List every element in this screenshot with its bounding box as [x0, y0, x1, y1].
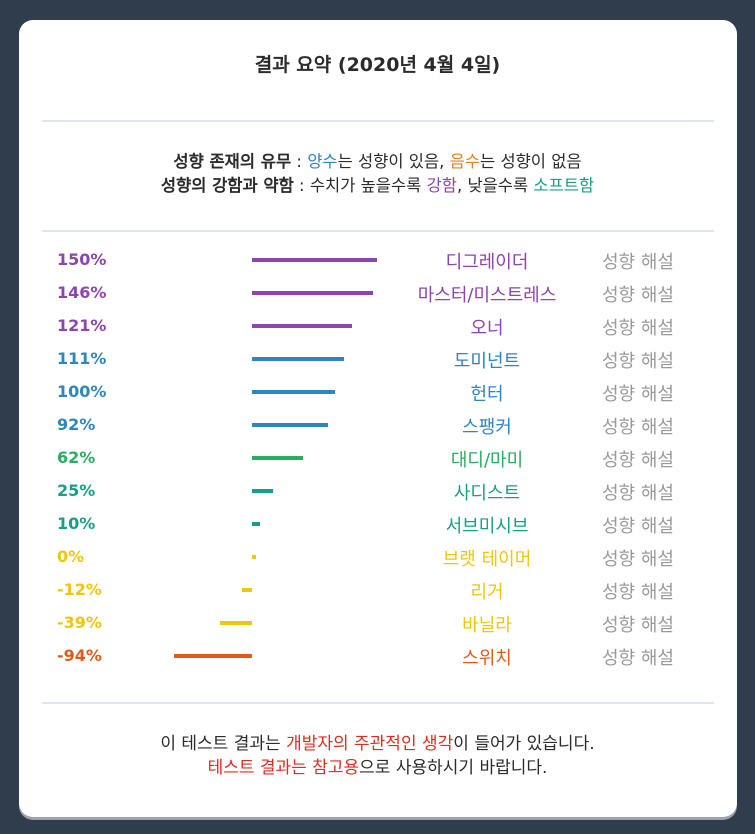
page-title: 결과 요약 (2020년 4월 4일): [254, 54, 501, 76]
tendency-name: 스팽커: [462, 417, 512, 438]
chart-row: 146% 마스터/미스트레스 성향 해설: [0, 277, 755, 310]
bar: [252, 522, 261, 526]
bar: [252, 357, 345, 361]
tendency-name: 대디/마미: [450, 450, 524, 471]
interpretation-link[interactable]: 성향 해설: [602, 450, 674, 471]
interpretation-link[interactable]: 성향 해설: [602, 549, 674, 570]
interpretation-link[interactable]: 성향 해설: [602, 285, 674, 306]
chart-row: 111% 도미넌트 성향 해설: [0, 343, 755, 376]
chart-row: 121% 오너 성향 해설: [0, 310, 755, 343]
bar: [252, 456, 304, 460]
value-label: 150%: [57, 250, 107, 269]
bar: [252, 390, 335, 394]
interpretation-link[interactable]: 성향 해설: [602, 615, 674, 636]
interpretation-link[interactable]: 성향 해설: [602, 648, 674, 669]
legend-soft: 소프트함: [533, 176, 595, 195]
value-label: -39%: [57, 613, 102, 632]
footer-line-2: 테스트 결과는 참고용으로 사용하시기 바랍니다.: [207, 758, 548, 778]
value-label: -94%: [57, 646, 102, 665]
result-card: [19, 20, 737, 817]
legend-hard: 강함: [426, 176, 457, 195]
legend-line-1: 성향 존재의 유무 : 양수는 성향이 있음, 음수는 성향이 없음: [173, 152, 582, 171]
value-label: 92%: [57, 415, 96, 434]
value-label: 121%: [57, 316, 107, 335]
interpretation-link[interactable]: 성향 해설: [602, 417, 674, 438]
tendency-name: 스위치: [462, 648, 512, 669]
interpretation-link[interactable]: 성향 해설: [602, 384, 674, 405]
divider-middle: [42, 230, 714, 232]
bar: [219, 621, 252, 625]
legend-positive: 양수: [307, 152, 338, 171]
chart-row: 100% 헌터 성향 해설: [0, 376, 755, 409]
tendency-name: 도미넌트: [453, 351, 521, 372]
tendency-name: 바닐라: [462, 615, 512, 636]
bar: [252, 291, 374, 295]
chart-row: -12% 리거 성향 해설: [0, 574, 755, 607]
value-label: 62%: [57, 448, 96, 467]
tendency-name: 리거: [470, 582, 504, 603]
tendency-name: 사디스트: [453, 483, 521, 504]
tendency-name: 오너: [470, 318, 504, 339]
interpretation-link[interactable]: 성향 해설: [602, 483, 674, 504]
value-label: -12%: [57, 580, 102, 599]
legend-line-2: 성향의 강함과 약함 : 수치가 높을수록 강함, 낮을수록 소프트함: [160, 176, 595, 195]
bar: [252, 258, 377, 262]
chart-row: 62% 대디/마미 성향 해설: [0, 442, 755, 475]
value-label: 10%: [57, 514, 96, 533]
footer-highlight-2: 테스트 결과는 참고용: [207, 758, 360, 778]
tendency-name: 헌터: [470, 384, 504, 405]
interpretation-link[interactable]: 성향 해설: [602, 252, 674, 273]
bar: [242, 588, 252, 592]
chart-row: 25% 사디스트 성향 해설: [0, 475, 755, 508]
divider-top: [42, 120, 714, 122]
tendency-name: 디그레이더: [445, 252, 529, 273]
value-label: 0%: [57, 547, 85, 566]
interpretation-link[interactable]: 성향 해설: [602, 351, 674, 372]
chart-row: 92% 스팽커 성향 해설: [0, 409, 755, 442]
interpretation-link[interactable]: 성향 해설: [602, 318, 674, 339]
legend-existence-label: 성향 존재의 유무: [173, 152, 292, 171]
footer-highlight-1: 개발자의 주관적인 생각: [286, 734, 454, 754]
interpretation-link[interactable]: 성향 해설: [602, 516, 674, 537]
chart-row: 10% 서브미시브 성향 해설: [0, 508, 755, 541]
legend-negative: 음수: [449, 152, 481, 171]
interpretation-link[interactable]: 성향 해설: [602, 582, 674, 603]
bar: [252, 423, 329, 427]
divider-bottom: [42, 702, 714, 704]
bar: [252, 324, 353, 328]
tendency-name: 마스터/미스트레스: [417, 285, 557, 306]
chart-row: -39% 바닐라 성향 해설: [0, 607, 755, 640]
chart-row: 0% 브랫 테이머 성향 해설: [0, 541, 755, 574]
legend-strength-label: 성향의 강함과 약함: [160, 176, 294, 195]
bar: [252, 555, 256, 559]
chart-row: -94% 스위치 성향 해설: [0, 640, 755, 673]
value-label: 146%: [57, 283, 107, 302]
value-label: 111%: [57, 349, 107, 368]
tendency-name: 서브미시브: [445, 516, 529, 537]
bar: [252, 489, 273, 493]
footer-line-1: 이 테스트 결과는 개발자의 주관적인 생각이 들어가 있습니다.: [160, 734, 595, 754]
bar: [173, 654, 252, 658]
tendency-name: 브랫 테이머: [442, 549, 532, 570]
value-label: 25%: [57, 481, 96, 500]
chart-row: 150% 디그레이더 성향 해설: [0, 244, 755, 277]
value-label: 100%: [57, 382, 107, 401]
